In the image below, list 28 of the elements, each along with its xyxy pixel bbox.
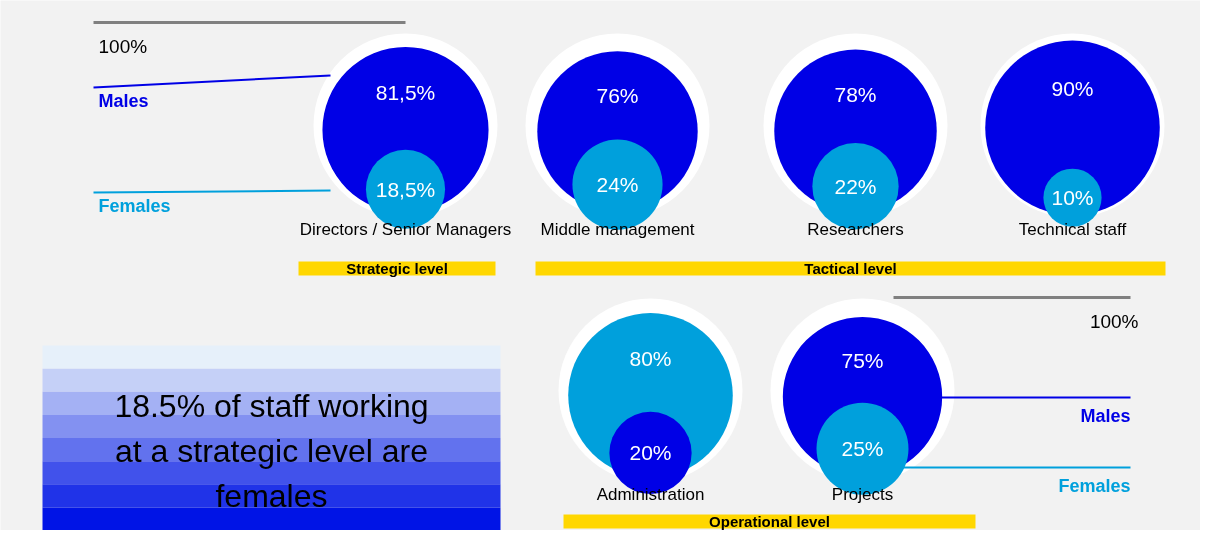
text: Operational level bbox=[709, 513, 830, 530]
data-label: 20% bbox=[629, 441, 672, 465]
category-label: Directors / Senior Managers bbox=[299, 220, 512, 239]
text: 100% bbox=[1089, 311, 1139, 332]
text: 18.5% of staff working at a strategic level are females bbox=[114, 387, 429, 514]
data-label: 76% bbox=[596, 83, 639, 107]
category-label: Middle management bbox=[540, 220, 695, 239]
data-label: 25% bbox=[841, 437, 884, 461]
data-label: 24% bbox=[596, 173, 639, 197]
text: Females bbox=[98, 195, 171, 216]
data-label: 78% bbox=[834, 82, 877, 106]
data-label: 22% bbox=[834, 174, 877, 198]
data-label: 81,5% bbox=[375, 81, 436, 105]
category-label: Projects bbox=[831, 485, 894, 504]
text: 100% bbox=[98, 36, 148, 57]
text: Males bbox=[98, 90, 149, 111]
text: Females bbox=[1058, 475, 1131, 496]
text: Males bbox=[1080, 405, 1131, 426]
text: Tactical level bbox=[804, 260, 897, 277]
category-label: Technical staff bbox=[1018, 220, 1127, 239]
text: Strategic level bbox=[346, 260, 448, 277]
data-label: 80% bbox=[629, 346, 672, 370]
category-label: Researchers bbox=[807, 220, 904, 239]
category-label: Administration bbox=[596, 485, 705, 504]
data-label: 10% bbox=[1051, 186, 1094, 210]
data-label: 75% bbox=[841, 349, 884, 373]
data-label: 18,5% bbox=[375, 177, 436, 201]
data-label: 90% bbox=[1051, 77, 1094, 101]
